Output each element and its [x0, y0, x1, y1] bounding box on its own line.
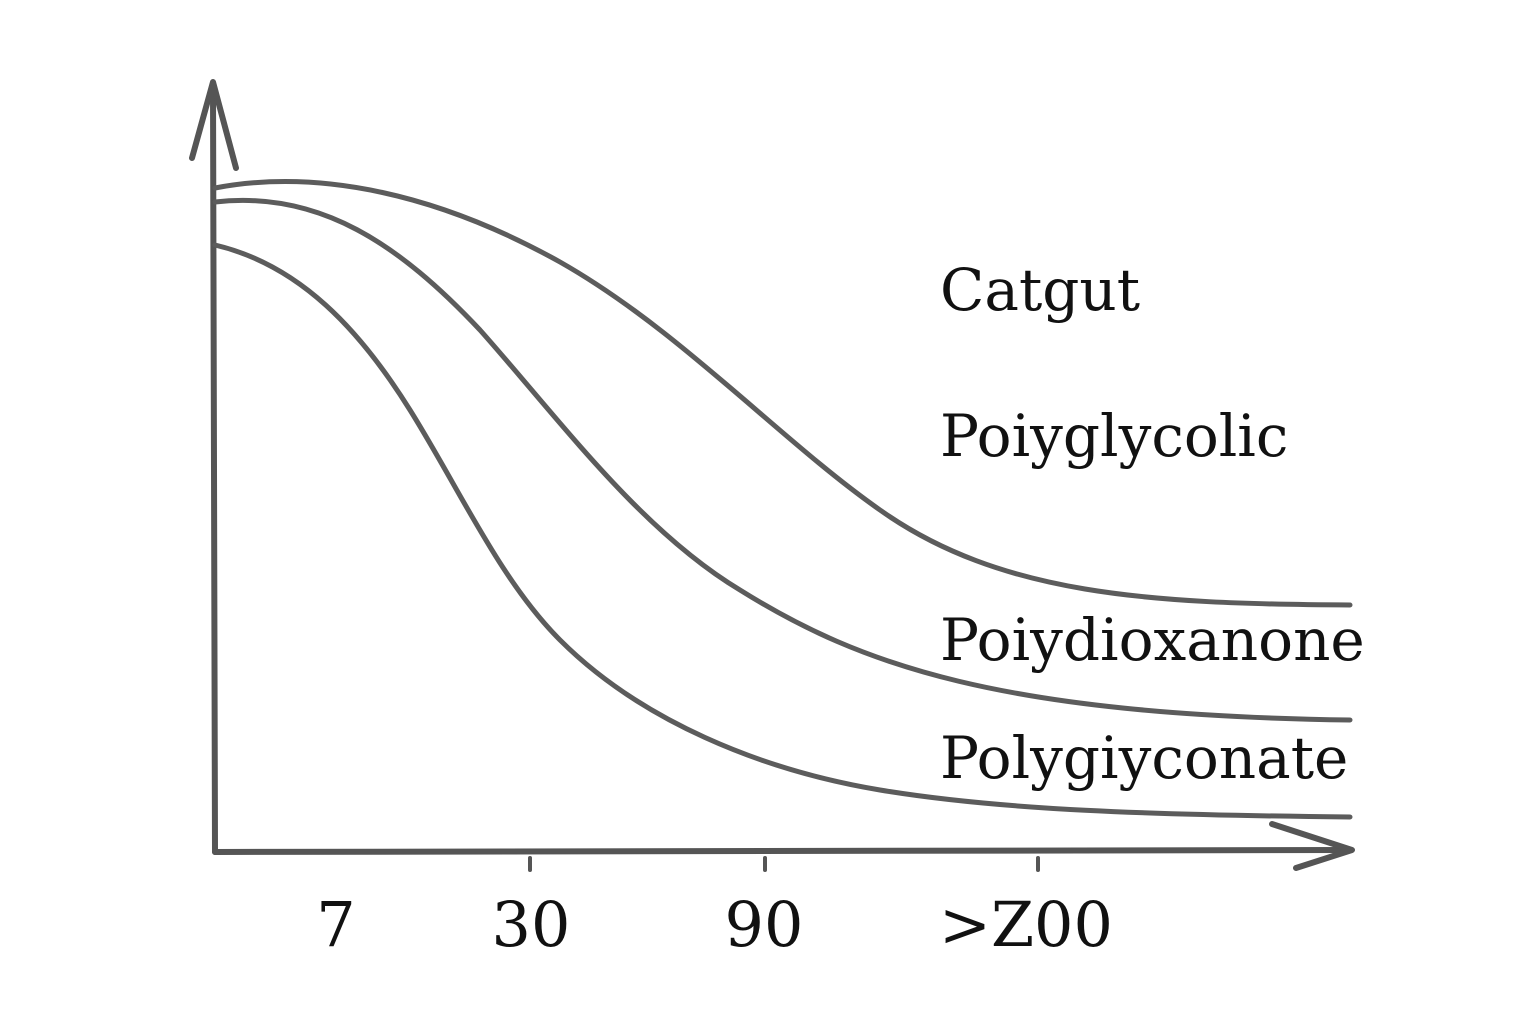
x-ticks [528, 856, 1040, 872]
axes [189, 79, 1355, 871]
x-tick-label: 7 [316, 888, 355, 961]
x-tick-labels: 7 30 90 >Z00 [316, 888, 1113, 961]
x-axis-line [212, 847, 1353, 855]
y-axis-line [210, 85, 218, 855]
curve-top [212, 179, 1353, 608]
x-axis-arrowhead [1269, 821, 1355, 871]
series-label-poiydioxanone: Poiydioxanone [940, 606, 1365, 674]
curve-bottom [212, 242, 1353, 820]
curves [212, 179, 1353, 820]
curve-middle [212, 197, 1353, 723]
series-label-poiyglycolic: Poiyglycolic [940, 402, 1288, 470]
x-tick-label: 30 [492, 888, 571, 961]
series-label-polygiyconate: Polygiyconate [940, 724, 1348, 792]
x-tick-label: >Z00 [939, 888, 1113, 961]
series-label-catgut: Catgut [940, 256, 1140, 324]
x-tick-label: 90 [725, 888, 804, 961]
series-labels: Catgut Poiyglycolic Poiydioxanone Polygi… [940, 256, 1365, 792]
y-axis-arrowhead [189, 79, 239, 171]
